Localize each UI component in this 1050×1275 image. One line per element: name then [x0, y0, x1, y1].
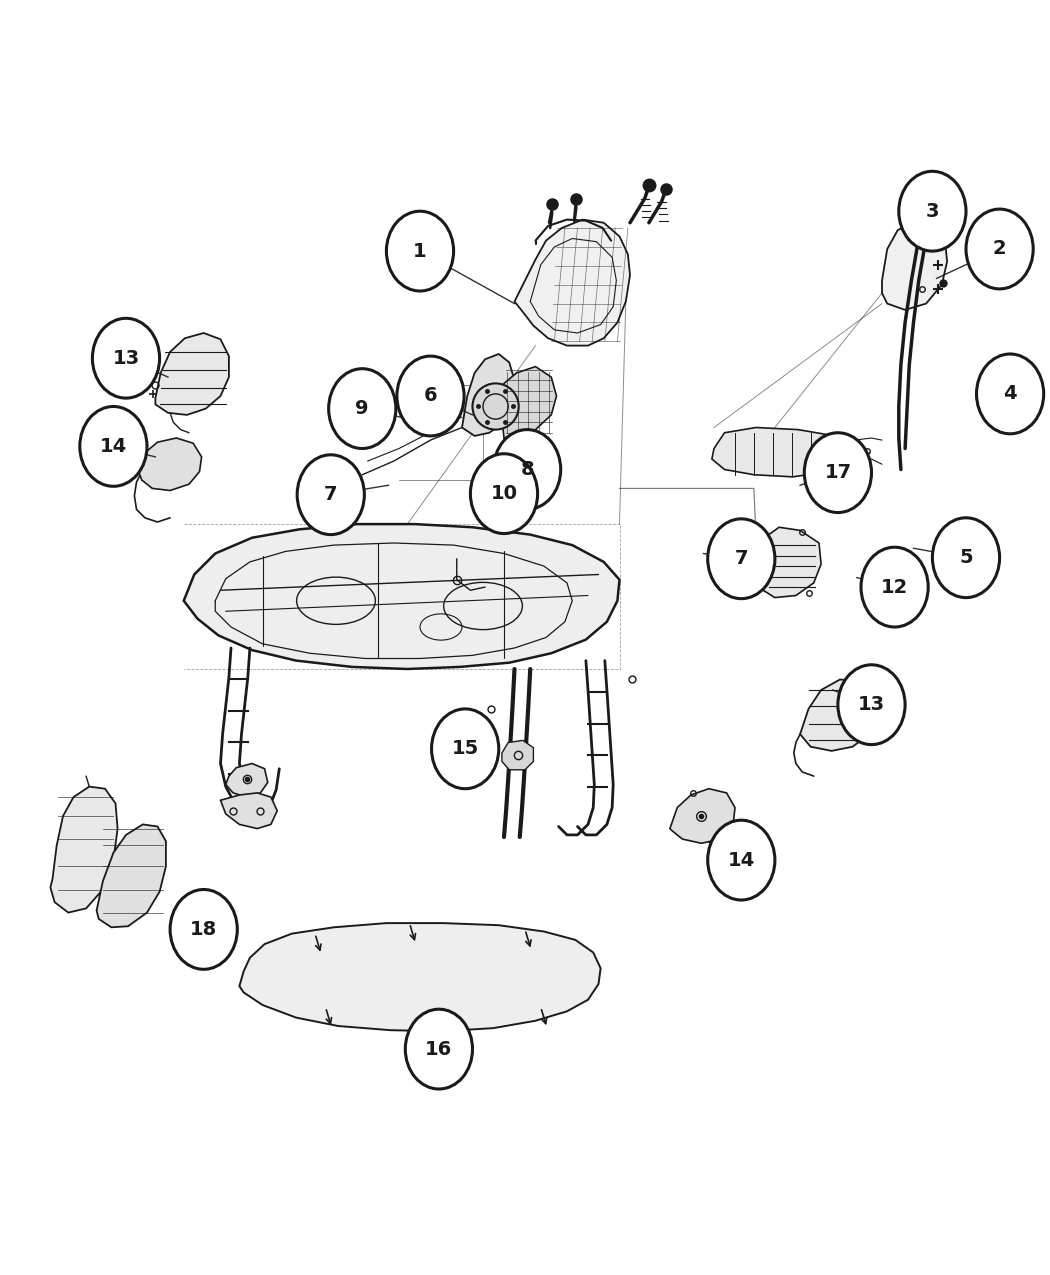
Polygon shape: [712, 427, 853, 477]
Ellipse shape: [804, 432, 872, 513]
Text: 16: 16: [425, 1039, 453, 1058]
Polygon shape: [50, 787, 118, 913]
Ellipse shape: [92, 319, 160, 398]
Polygon shape: [514, 219, 630, 346]
Polygon shape: [499, 367, 556, 439]
Ellipse shape: [329, 368, 396, 449]
Text: 13: 13: [112, 348, 140, 367]
Ellipse shape: [708, 820, 775, 900]
Ellipse shape: [297, 455, 364, 534]
Polygon shape: [220, 793, 277, 829]
Ellipse shape: [80, 407, 147, 486]
Polygon shape: [502, 741, 533, 770]
Text: 5: 5: [960, 548, 972, 567]
Text: 14: 14: [728, 850, 755, 870]
Text: 12: 12: [881, 578, 908, 597]
Polygon shape: [462, 354, 514, 436]
Polygon shape: [155, 333, 229, 414]
Polygon shape: [226, 764, 268, 797]
Ellipse shape: [932, 518, 1000, 598]
Text: 9: 9: [356, 399, 369, 418]
Polygon shape: [754, 528, 821, 598]
Text: 13: 13: [858, 695, 885, 714]
Ellipse shape: [708, 519, 775, 599]
Text: 8: 8: [521, 460, 533, 479]
Ellipse shape: [966, 209, 1033, 289]
Ellipse shape: [397, 356, 464, 436]
Text: 3: 3: [926, 201, 939, 221]
Ellipse shape: [386, 212, 454, 291]
Polygon shape: [97, 825, 166, 927]
Text: 1: 1: [414, 241, 426, 260]
Polygon shape: [239, 923, 601, 1031]
Text: 7: 7: [324, 486, 337, 504]
Text: 7: 7: [735, 550, 748, 569]
Text: 14: 14: [100, 437, 127, 456]
Ellipse shape: [976, 354, 1044, 434]
Ellipse shape: [838, 664, 905, 745]
Text: 6: 6: [424, 386, 437, 405]
Text: 2: 2: [993, 240, 1006, 259]
Ellipse shape: [170, 890, 237, 969]
Text: 15: 15: [452, 740, 479, 759]
Polygon shape: [670, 789, 735, 843]
Text: 10: 10: [490, 484, 518, 504]
Ellipse shape: [470, 454, 538, 533]
Text: 18: 18: [190, 919, 217, 938]
Ellipse shape: [432, 709, 499, 789]
Circle shape: [472, 384, 519, 430]
Ellipse shape: [405, 1010, 472, 1089]
Ellipse shape: [861, 547, 928, 627]
Polygon shape: [800, 680, 877, 751]
Polygon shape: [184, 524, 620, 669]
Text: 4: 4: [1004, 384, 1016, 403]
Text: 17: 17: [824, 463, 852, 482]
Polygon shape: [139, 439, 202, 491]
Ellipse shape: [494, 430, 561, 510]
Ellipse shape: [899, 171, 966, 251]
Polygon shape: [882, 223, 947, 310]
